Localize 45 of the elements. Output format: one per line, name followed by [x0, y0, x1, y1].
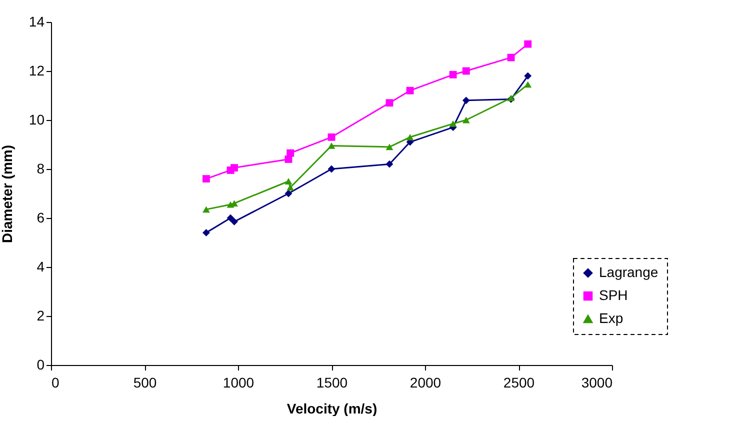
- point: [202, 228, 210, 236]
- point: [328, 142, 336, 149]
- y-axis-title: Diameter (mm): [0, 144, 15, 244]
- x-tick-label: 2500: [503, 374, 535, 390]
- y-tick-label: 2: [36, 308, 45, 324]
- point: [284, 190, 292, 198]
- point: [449, 70, 457, 78]
- point: [230, 164, 238, 172]
- legend-label: SPH: [599, 287, 628, 303]
- point: [406, 86, 414, 94]
- point: [386, 144, 394, 150]
- point: [328, 133, 336, 141]
- x-tick-label: 3000: [581, 374, 613, 390]
- x-tick-label: 500: [133, 374, 157, 390]
- y-tick-label: 10: [28, 112, 45, 128]
- point: [286, 184, 294, 191]
- point: [462, 96, 470, 104]
- point: [462, 116, 470, 124]
- point: [328, 165, 336, 173]
- y-tick-label: 0: [36, 356, 45, 372]
- point: [406, 134, 414, 140]
- point: [202, 175, 210, 183]
- x-tick-label: 1000: [222, 374, 254, 390]
- x-tick-label: 1500: [316, 374, 348, 390]
- point: [524, 72, 532, 80]
- point: [462, 67, 470, 75]
- y-tick-label: 12: [28, 62, 45, 78]
- point: [230, 218, 238, 226]
- point: [524, 40, 532, 48]
- y-tick-label: 6: [36, 210, 45, 226]
- legend-label: Lagrange: [599, 264, 658, 280]
- y-tick-label: 14: [28, 14, 45, 30]
- point: [284, 178, 292, 184]
- x-tick-label: 2000: [410, 374, 442, 390]
- point: [386, 160, 394, 168]
- point: [286, 149, 294, 157]
- x-tick-label: 0: [52, 374, 60, 390]
- point: [449, 120, 457, 127]
- legend-label: Exp: [599, 310, 624, 326]
- point: [226, 214, 234, 222]
- y-tick-label: 8: [36, 160, 45, 176]
- y-tick-label: 4: [36, 258, 45, 274]
- point: [386, 99, 394, 107]
- point: [202, 206, 210, 213]
- point: [524, 81, 532, 88]
